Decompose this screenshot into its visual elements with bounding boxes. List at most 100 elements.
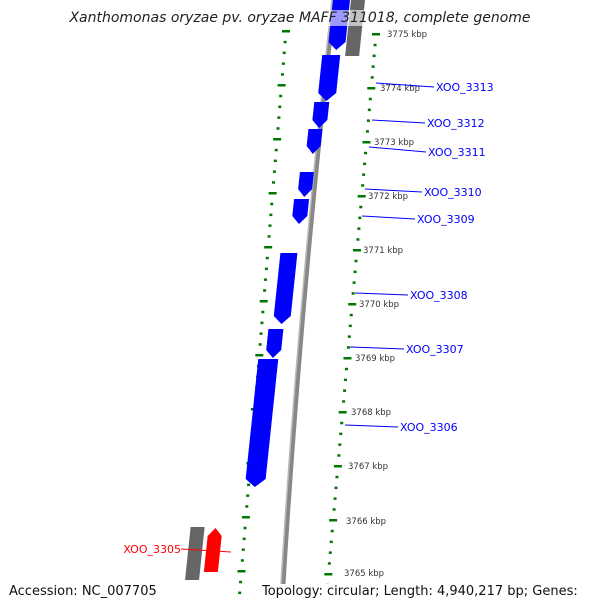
gene-label: XOO_3309 — [417, 213, 475, 226]
outer-tick-ring — [327, 562, 331, 565]
outer-tick-ring — [356, 238, 360, 241]
inner-tick-ring — [238, 591, 242, 595]
inner-tick-ring — [280, 73, 284, 76]
genome-summary: Topology: circular; Length: 4,940,217 bp… — [262, 584, 600, 600]
outer-tick-ring — [362, 141, 371, 144]
kbp-label: 3772 kbp — [368, 192, 408, 202]
inner-tick-ring — [277, 116, 281, 119]
outer-tick-ring — [348, 324, 352, 328]
inner-tick-ring — [237, 570, 246, 573]
inner-tick-ring — [246, 494, 250, 497]
inner-tick-ring — [276, 127, 280, 130]
outer-tick-ring — [351, 292, 355, 295]
gene-forward — [312, 102, 330, 128]
gene-label: XOO_3308 — [410, 289, 468, 302]
gene-leader-line — [368, 146, 427, 153]
kbp-label: 3774 kbp — [380, 84, 420, 94]
inner-tick-ring — [278, 105, 282, 109]
outer-tick-ring — [330, 529, 334, 533]
outer-tick-ring — [366, 119, 370, 122]
outer-tick-ring — [373, 43, 377, 47]
outer-tick-ring — [346, 346, 350, 349]
outer-tick-ring — [338, 443, 342, 446]
inner-tick-ring — [282, 30, 290, 33]
outer-tick-ring — [349, 313, 353, 317]
gene-forward — [318, 55, 341, 101]
outer-tick-ring — [342, 400, 346, 403]
inner-tick-ring — [264, 246, 273, 249]
kbp-label: 3769 kbp — [355, 354, 395, 364]
inner-tick-ring — [255, 354, 264, 357]
outer-tick-ring — [328, 551, 332, 554]
inner-tick-ring — [241, 516, 250, 519]
outer-tick-ring — [338, 411, 347, 414]
inner-tick-ring — [245, 505, 249, 508]
inner-tick-ring — [263, 289, 267, 292]
inner-tick-ring — [282, 51, 286, 55]
outer-tick-ring — [365, 130, 369, 133]
outer-tick-ring — [348, 303, 357, 306]
inner-tick-ring — [264, 267, 268, 271]
inner-tick-ring — [267, 235, 271, 238]
inner-tick-ring — [277, 84, 286, 87]
outer-tick-ring — [371, 65, 375, 68]
outer-tick-ring — [343, 357, 352, 360]
outer-tick-ring — [367, 87, 376, 90]
gene-label: XOO_3306 — [400, 421, 458, 434]
gene-other — [185, 527, 205, 580]
gene-leader-line — [364, 188, 423, 193]
gene-leader-line — [361, 215, 416, 220]
inner-tick-ring — [259, 300, 268, 303]
outer-tick-ring — [368, 97, 372, 101]
outer-tick-ring — [363, 162, 367, 166]
kbp-label: 3766 kbp — [346, 517, 386, 527]
outer-tick-ring — [370, 76, 374, 79]
inner-tick-ring — [272, 170, 276, 173]
outer-tick-ring — [361, 184, 365, 187]
outer-tick-ring — [332, 508, 336, 511]
outer-tick-ring — [340, 421, 344, 425]
outer-tick-ring — [352, 281, 356, 284]
gene-label: XOO_3307 — [406, 343, 464, 356]
outer-tick-ring — [357, 227, 361, 230]
outer-tick-ring — [337, 454, 341, 457]
outer-tick-ring — [333, 497, 337, 500]
outer-tick-ring — [352, 249, 361, 252]
inner-tick-ring — [260, 321, 264, 325]
gene-forward — [298, 172, 314, 197]
accession-label: Accession: NC_007705 — [9, 584, 157, 599]
kbp-label: 3765 kbp — [344, 569, 384, 579]
kbp-label: 3773 kbp — [374, 138, 414, 148]
gene-leader-line — [349, 346, 405, 350]
outer-tick-ring — [362, 173, 366, 176]
outer-tick-ring — [334, 486, 338, 490]
kbp-label: 3771 kbp — [363, 246, 403, 256]
outer-tick-ring — [343, 389, 347, 392]
gene-leader-line — [371, 119, 426, 124]
inner-tick-ring — [268, 192, 277, 195]
outer-tick-ring — [364, 151, 368, 155]
gene-forward — [292, 199, 310, 224]
inner-tick-ring — [273, 159, 277, 163]
gene-forward — [273, 253, 298, 324]
inner-tick-ring — [242, 537, 246, 541]
inner-tick-ring — [283, 40, 287, 44]
outer-tick-ring — [324, 573, 333, 576]
outer-tick-ring — [335, 475, 339, 479]
inner-tick-ring — [239, 580, 243, 584]
inner-tick-ring — [264, 278, 268, 281]
outer-tick-ring — [359, 205, 363, 209]
outer-tick-ring — [354, 259, 358, 263]
outer-tick-ring — [358, 216, 362, 220]
inner-tick-ring — [243, 526, 247, 530]
inner-tick-ring — [258, 343, 262, 346]
inner-tick-ring — [268, 224, 272, 227]
gene-leader-line — [354, 292, 409, 296]
gene-label: XOO_3310 — [424, 186, 482, 199]
gene-forward — [245, 359, 279, 487]
gene-forward — [306, 129, 323, 154]
outer-tick-ring — [372, 33, 380, 36]
outer-tick-ring — [357, 195, 366, 198]
outer-tick-ring — [367, 108, 371, 112]
